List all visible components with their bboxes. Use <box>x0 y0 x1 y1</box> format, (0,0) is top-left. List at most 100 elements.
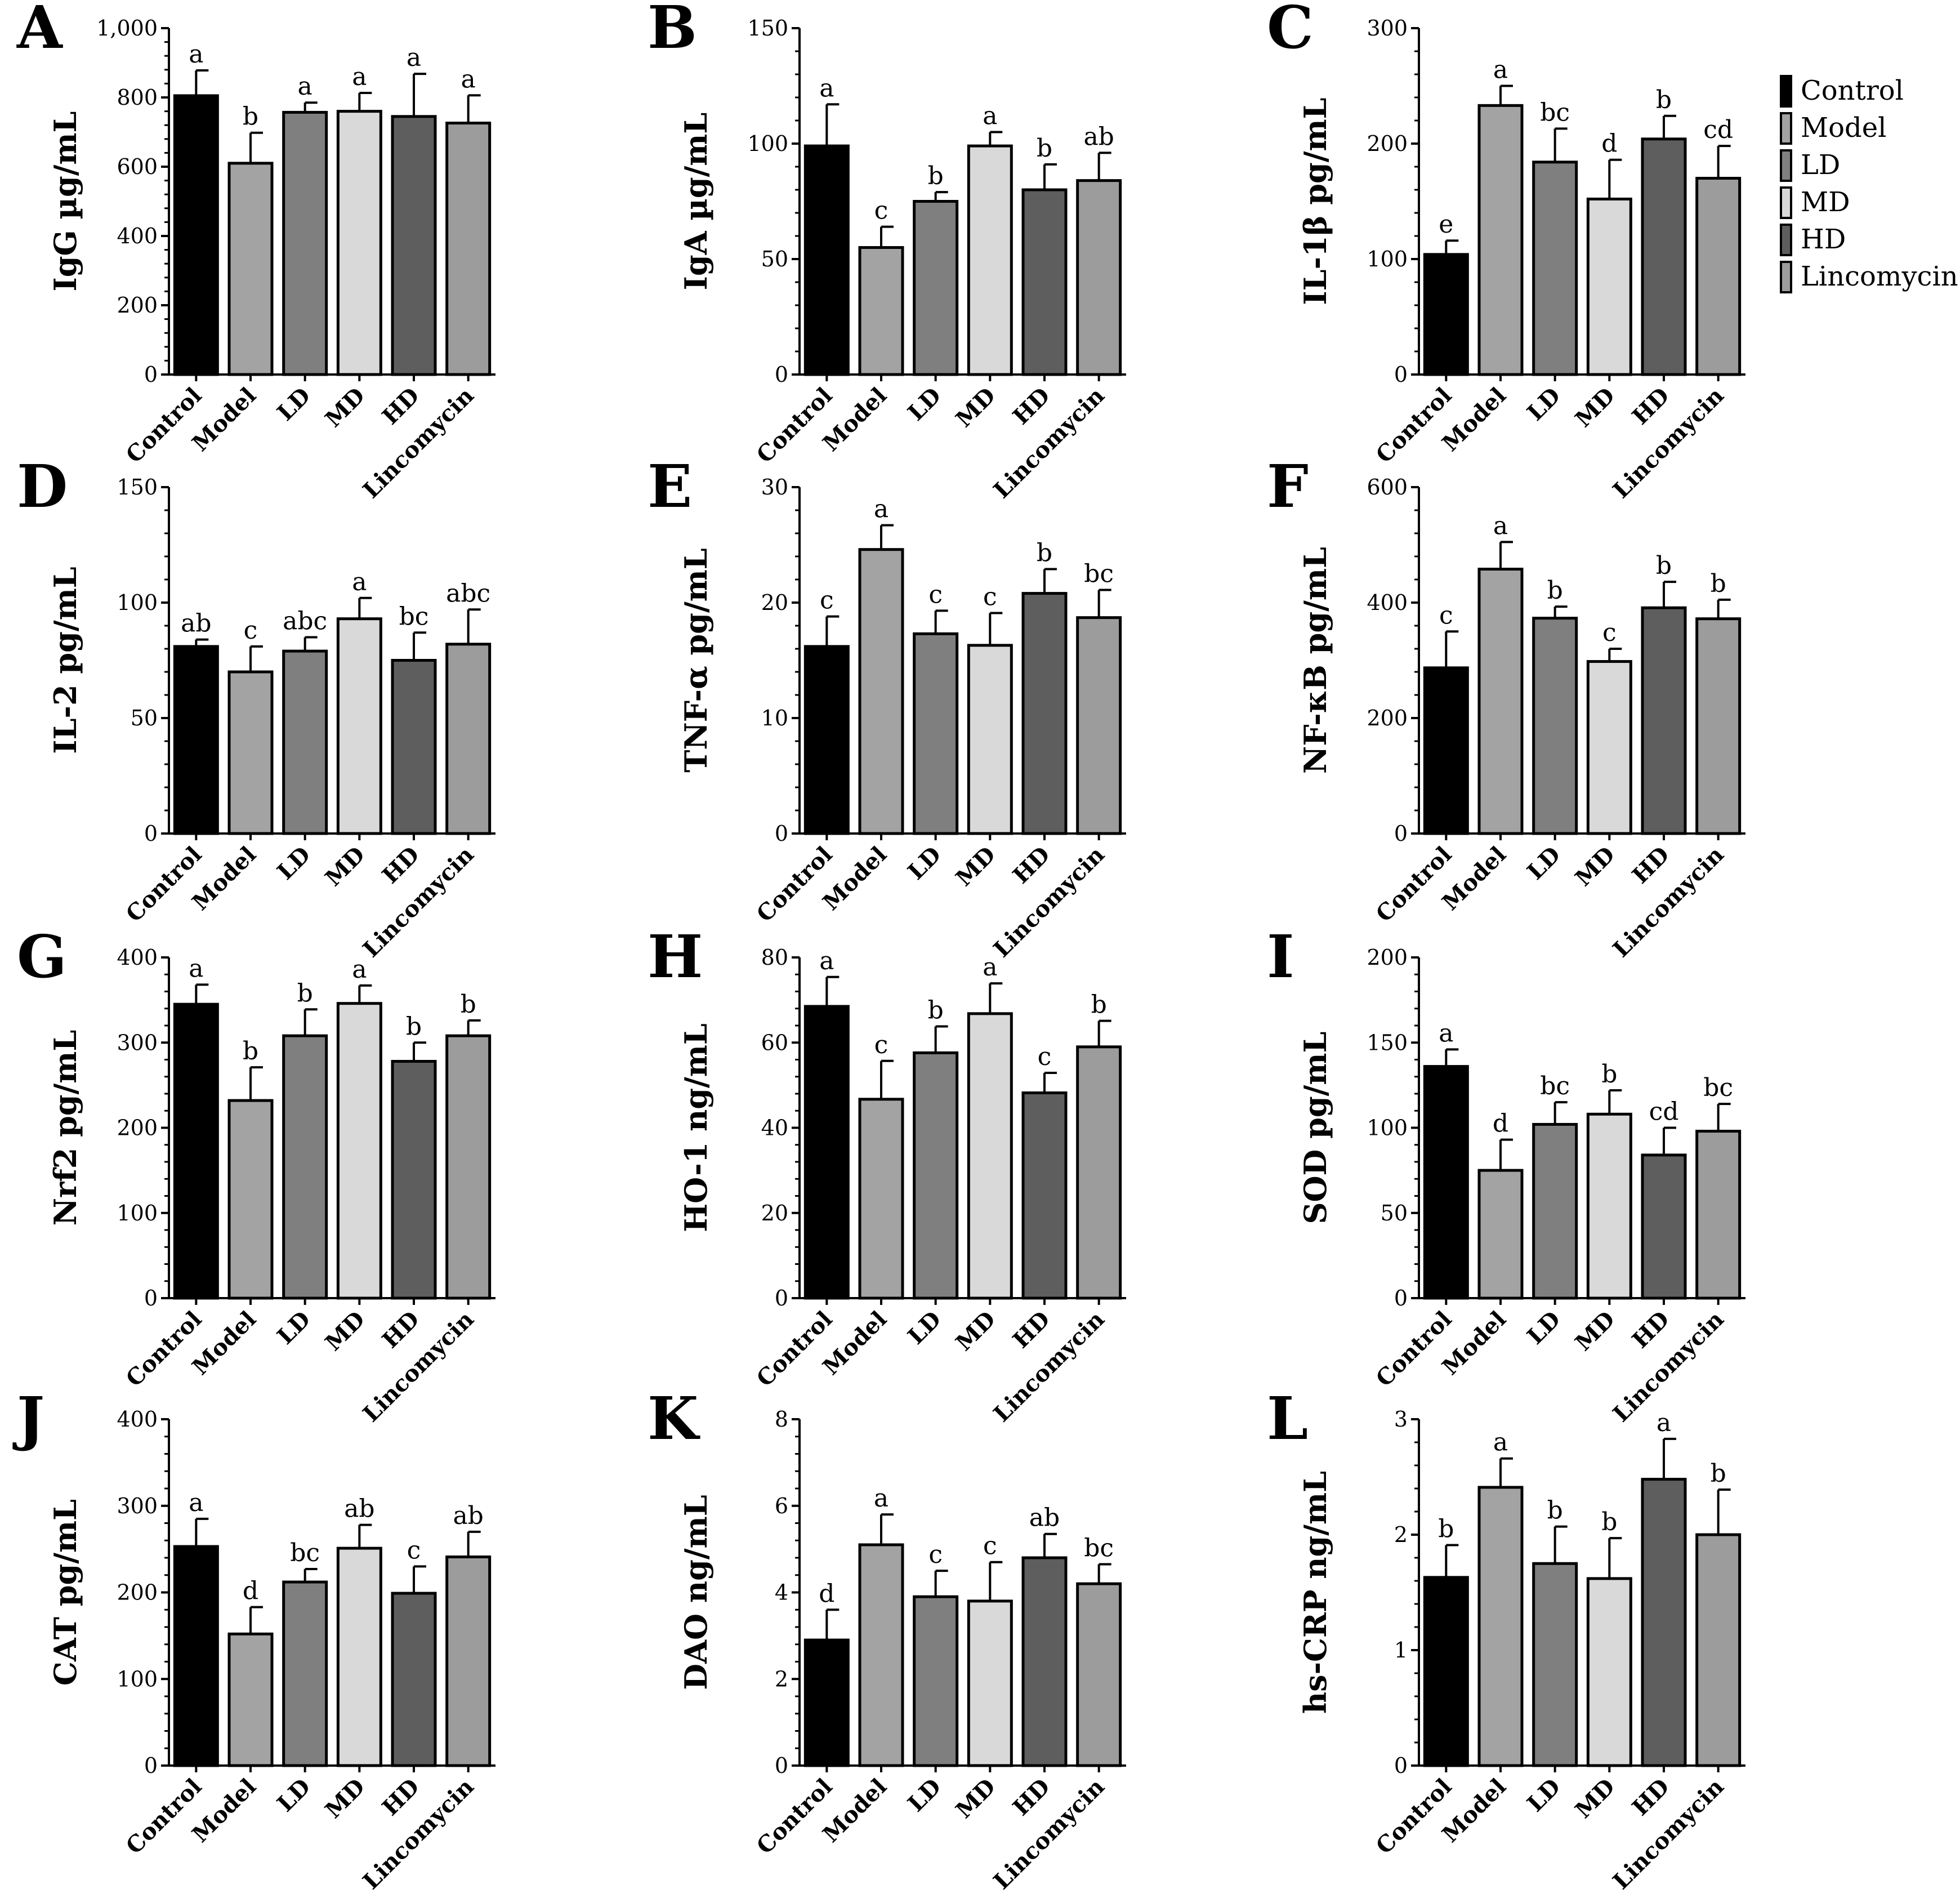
legend-label: HD <box>1801 224 1846 255</box>
significance-letter: a <box>352 63 367 91</box>
y-tick-label: 0 <box>1394 1753 1408 1778</box>
bar-model <box>227 162 274 376</box>
bar-control <box>1423 666 1469 835</box>
y-axis-label: DAO ng/mL <box>678 1495 714 1690</box>
legend-swatch-lincomycin <box>1780 261 1792 293</box>
significance-letter: c <box>1602 618 1617 647</box>
bar-lincomycin <box>445 1555 492 1767</box>
bar-lincomycin <box>1695 617 1742 835</box>
y-tick-label: 2 <box>775 1666 788 1691</box>
bar-lincomycin <box>445 122 492 376</box>
category-label: LD <box>272 382 316 426</box>
bar-lincomycin <box>445 1034 492 1300</box>
bar-control <box>803 144 850 376</box>
y-tick-label: 400 <box>117 945 158 970</box>
y-tick-label: 0 <box>775 821 788 846</box>
y-tick-label: 50 <box>761 247 788 271</box>
significance-letter: c <box>407 1536 421 1565</box>
y-axis-label: Nrf2 pg/mL <box>47 1030 83 1226</box>
bar-hd <box>391 1060 437 1300</box>
category-label: Control <box>121 1773 207 1860</box>
bar-ld <box>913 1595 959 1767</box>
panel-letter: B <box>648 0 697 62</box>
category-label: Control <box>121 841 207 928</box>
bar-md <box>336 110 382 376</box>
significance-letter: d <box>819 1579 834 1608</box>
significance-letter: a <box>298 72 312 101</box>
bar-control <box>1423 1065 1469 1300</box>
y-tick-label: 8 <box>775 1407 788 1432</box>
y-axis-label: IL-2 pg/mL <box>47 567 83 754</box>
panel-letter: I <box>1267 922 1294 991</box>
significance-letter: b <box>461 990 476 1019</box>
category-label: LD <box>903 382 946 426</box>
y-tick-label: 0 <box>775 1286 788 1311</box>
bar-lincomycin <box>1076 616 1122 835</box>
significance-letter: b <box>1601 1060 1617 1089</box>
y-tick-label: 100 <box>1367 1116 1408 1140</box>
panel-letter: J <box>12 1384 44 1453</box>
bar-md <box>967 1012 1013 1300</box>
y-tick-label: 40 <box>761 1116 788 1140</box>
category-label: LD <box>1522 1773 1566 1817</box>
bar-control <box>1423 253 1469 376</box>
significance-letter: abc <box>283 607 327 636</box>
significance-letter: bc <box>399 602 429 631</box>
bar-md <box>1586 1112 1632 1300</box>
category-label: Control <box>121 1306 207 1392</box>
y-tick-label: 6 <box>775 1494 788 1518</box>
bar-control <box>173 94 219 376</box>
y-axis-label: SOD pg/mL <box>1297 1031 1333 1224</box>
y-axis-label: IgA µg/mL <box>678 113 714 291</box>
significance-letter: ab <box>1029 1504 1060 1532</box>
category-label: Control <box>752 1773 838 1860</box>
y-axis-label: NF-κB pg/mL <box>1297 547 1333 774</box>
significance-letter: b <box>297 979 313 1008</box>
category-label: HD <box>1008 1306 1055 1353</box>
category-label: MD <box>950 841 1001 892</box>
significance-letter: cd <box>1703 115 1733 144</box>
significance-letter: e <box>1439 210 1453 239</box>
category-label: LD <box>272 1306 316 1350</box>
category-label: HD <box>1627 382 1675 430</box>
significance-letter: a <box>461 65 476 93</box>
bar-lincomycin <box>1695 1130 1742 1300</box>
bar-model <box>1477 568 1524 835</box>
significance-letter: a <box>189 40 203 69</box>
significance-letter: c <box>983 582 997 611</box>
y-tick-label: 0 <box>775 362 788 387</box>
category-label: Control <box>1371 1773 1457 1860</box>
y-tick-label: 100 <box>747 131 788 156</box>
significance-letter: a <box>1493 1428 1508 1457</box>
category-label: Control <box>1371 1306 1457 1392</box>
significance-letter: a <box>983 953 997 982</box>
y-tick-label: 0 <box>144 1286 158 1311</box>
bar-model <box>227 1632 274 1767</box>
significance-letter: bc <box>1084 559 1114 588</box>
bar-control <box>173 1002 219 1300</box>
legend-label: Model <box>1801 112 1887 144</box>
bar-model <box>858 548 904 835</box>
panel-letter: K <box>648 1384 700 1453</box>
bar-md <box>967 1599 1013 1767</box>
significance-letter: a <box>1493 511 1508 540</box>
category-label: MD <box>950 382 1001 433</box>
y-tick-label: 100 <box>1367 247 1408 271</box>
category-label: LD <box>903 841 946 885</box>
y-tick-label: 1 <box>1394 1638 1408 1663</box>
significance-letter: d <box>243 1577 258 1606</box>
bar-md <box>967 144 1013 376</box>
y-tick-label: 400 <box>117 1407 158 1432</box>
significance-letter: bc <box>1084 1534 1114 1563</box>
category-label: HD <box>377 841 425 889</box>
bar-ld <box>282 110 328 376</box>
legend-swatch-hd <box>1780 224 1792 256</box>
bar-hd <box>1021 1556 1068 1767</box>
bar-md <box>967 644 1013 835</box>
y-axis-label: IgG µg/mL <box>47 111 83 291</box>
bar-control <box>1423 1576 1469 1767</box>
bar-hd <box>1641 606 1687 835</box>
y-tick-label: 50 <box>1381 1201 1408 1225</box>
y-tick-label: 0 <box>1394 362 1408 387</box>
